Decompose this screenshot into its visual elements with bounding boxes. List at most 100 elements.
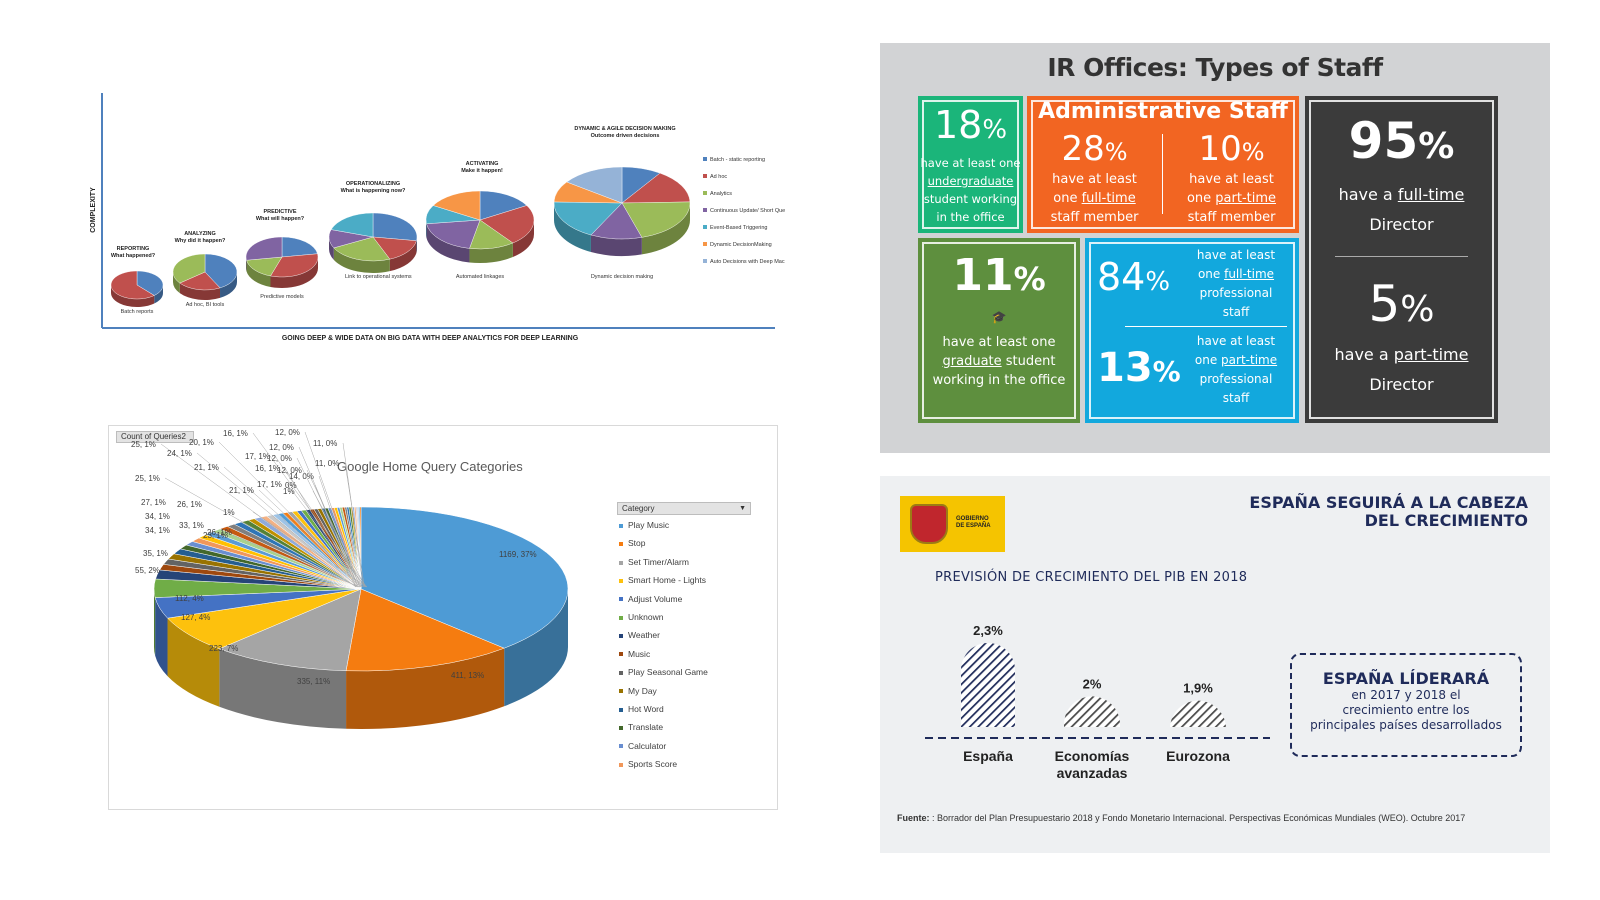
- google-home-chart: Count of Queries2 Google Home Query Cate…: [108, 425, 778, 810]
- legend-item: Translate: [619, 722, 708, 740]
- logo-text-1: GOBIERNO: [956, 516, 989, 522]
- stage-pie-3-slice: [372, 212, 418, 241]
- legend-label: Play Music: [628, 520, 670, 530]
- undergrad-box: 18% have at least one undergraduate stud…: [918, 96, 1023, 233]
- query-small-label: 21, 1%: [194, 463, 219, 472]
- ft-staff-l3: staff member: [1050, 210, 1139, 225]
- gdp-bar: [1170, 700, 1226, 729]
- query-small-label: 11, 0%: [313, 439, 337, 448]
- spain-growth-infographic: GOBIERNO DE ESPAÑA ESPAÑA SEGUIRÁ A LA CA…: [880, 476, 1550, 853]
- grad-l1: have at least one: [942, 335, 1056, 350]
- dropdown-arrow-icon[interactable]: ▼: [739, 505, 746, 512]
- stage-caption: Batch reports: [121, 309, 154, 315]
- gdp-value-label: 1,9%: [1183, 681, 1213, 696]
- query-small-label: 25, 1%: [131, 440, 156, 449]
- director-l2b: Director: [1369, 375, 1434, 394]
- legend-label: Continuous Update/ Short Queries: [710, 208, 785, 214]
- query-small-label: 24, 1%: [167, 449, 192, 458]
- stage-pie-1-side: [179, 283, 221, 300]
- legend-swatch: [619, 634, 623, 639]
- leader-line: [258, 489, 363, 588]
- legend-item: Play Seasonal Game: [619, 667, 708, 685]
- query-small-label: 14, 0%: [289, 472, 314, 481]
- leader-line: [312, 490, 366, 588]
- full-time-prof-term: full-time: [1224, 267, 1275, 281]
- leader-line: [298, 446, 359, 588]
- stage-title: PREDICTIVE: [263, 209, 296, 215]
- legend-label: Analytics: [710, 191, 732, 197]
- part-time-prof-term: part-time: [1221, 353, 1278, 367]
- admin-divider: [1162, 134, 1163, 214]
- stage-pie-4-side: [512, 220, 534, 258]
- gobierno-logo: GOBIERNO DE ESPAÑA: [900, 496, 1005, 552]
- legend-item: Calculator: [619, 741, 708, 759]
- query-small-label: 11, 0%: [315, 459, 339, 468]
- stage-title: DYNAMIC & AGILE DECISION MAKING: [574, 126, 675, 132]
- query-small-label: 17, 1%: [257, 480, 282, 489]
- stage-subtitle: Why did it happen?: [175, 238, 226, 244]
- stage-pie-2-side: [246, 260, 271, 287]
- stage-pie-0-slice: [136, 270, 164, 296]
- legend-swatch: [619, 726, 623, 731]
- leader-line: [344, 462, 365, 588]
- undergrad-l2: undergraduate: [927, 174, 1014, 188]
- leader-line: [196, 452, 359, 588]
- pct-13: 13: [1097, 345, 1153, 391]
- leader-line: [164, 477, 358, 588]
- query-slice-side: [155, 597, 168, 677]
- legend-label: Calculator: [628, 740, 667, 751]
- legend-swatch: [619, 542, 623, 547]
- query-pie-svg: 1169, 37% 411, 13% 335, 11% 223, 7% 127, 4% 1…: [131, 428, 569, 729]
- legend-swatch: [619, 744, 623, 749]
- query-data-label: 34, 1%: [145, 512, 170, 521]
- legend-label: Auto Decisions with Deep Machine Learnin…: [710, 259, 785, 265]
- pct-95: 95: [1348, 112, 1419, 170]
- leader-line: [314, 484, 357, 588]
- legend-label: Smart Home - Lights: [628, 575, 706, 586]
- stage-subtitle: Make it happen!: [461, 168, 503, 174]
- query-slice: [360, 506, 569, 649]
- pct-18: 18: [933, 103, 983, 147]
- stage-pie-2-slice: [270, 253, 319, 278]
- leader-line: [284, 467, 357, 588]
- legend-swatch: [619, 597, 623, 602]
- undergrad-l1: have at least one: [920, 156, 1021, 170]
- legend-swatch: [619, 560, 623, 565]
- undergrad-l3: student working: [923, 192, 1018, 206]
- legend-item: Music: [619, 649, 708, 667]
- query-small-label: 12, 0%: [269, 443, 294, 452]
- legend-item: Play Music: [619, 520, 708, 538]
- stage-pie-4-slice: [479, 190, 528, 221]
- legend-label: Batch - static reporting: [710, 157, 765, 163]
- stage-pie-5-slice: [566, 166, 623, 204]
- pct-84: 84: [1097, 255, 1146, 299]
- leader-line: [318, 475, 358, 588]
- legend-item: Stop: [619, 538, 708, 556]
- legend-item: Unknown: [619, 612, 708, 630]
- professional-staff-box: 84% have at least one full-time professi…: [1085, 238, 1299, 423]
- query-small-label: 12, 0%: [277, 466, 302, 475]
- gdp-bar: [1064, 696, 1120, 727]
- spain-title-l1: ESPAÑA SEGUIRÁ A LA CABEZA: [1249, 493, 1528, 512]
- stage-caption: Link to operational systems: [345, 274, 412, 280]
- query-slice-side: [504, 589, 568, 707]
- legend-swatch: [703, 191, 707, 195]
- legend-swatch: [619, 523, 623, 528]
- legend-label: Translate: [628, 722, 664, 733]
- stage-pie-0-side: [154, 285, 163, 304]
- field-button[interactable]: Count of Queries2: [116, 431, 194, 443]
- legend-swatch: [619, 652, 623, 657]
- legend-item: Weather: [619, 630, 708, 648]
- leader-line: [296, 457, 362, 588]
- stage-title: OPERATIONALIZING: [346, 181, 400, 187]
- legend-swatch: [703, 157, 707, 161]
- legend-label: Hot Word: [628, 703, 664, 714]
- legend-header[interactable]: Category ▼: [617, 502, 751, 515]
- query-data-label: 411, 13%: [451, 671, 484, 680]
- stage-pie-3-side: [333, 247, 390, 273]
- stage-pie-2-side: [270, 257, 318, 288]
- pct-10: 10: [1198, 129, 1242, 169]
- legend-swatch: [703, 208, 707, 212]
- legend-label: Unknown: [628, 611, 664, 622]
- stage-pie-0-side: [111, 285, 155, 307]
